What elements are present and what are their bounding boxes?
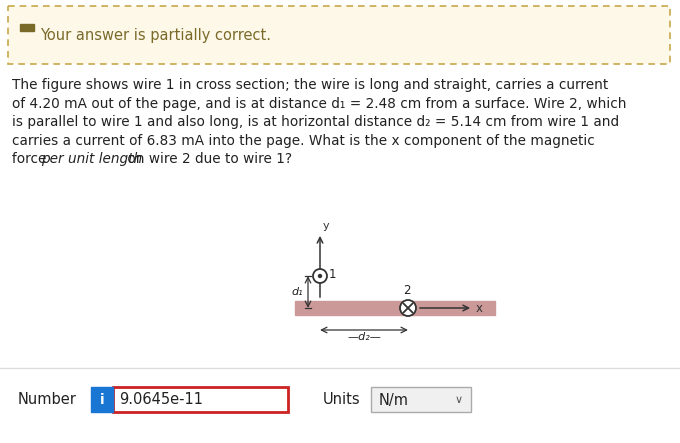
Text: carries a current of 6.83 mA into the page. What is the x component of the magne: carries a current of 6.83 mA into the pa… (12, 133, 595, 148)
Bar (20, 24, 34, 31)
Bar (113, 387, 288, 412)
Circle shape (400, 300, 416, 316)
Text: of 4.20 mA out of the page, and is at distance d₁ = 2.48 cm from a surface. Wire: of 4.20 mA out of the page, and is at di… (12, 97, 626, 110)
Text: y: y (323, 221, 330, 231)
Text: 9.0645e-11: 9.0645e-11 (119, 392, 203, 408)
Text: is parallel to wire 1 and also long, is at horizontal distance d₂ = 5.14 cm from: is parallel to wire 1 and also long, is … (12, 115, 619, 129)
Text: The figure shows wire 1 in cross section; the wire is long and straight, carries: The figure shows wire 1 in cross section… (12, 78, 608, 92)
Text: x: x (476, 302, 483, 315)
Text: N/m: N/m (379, 392, 409, 408)
Text: —d₂—: —d₂— (347, 332, 381, 342)
Text: ∨: ∨ (455, 395, 463, 405)
Text: 1: 1 (329, 268, 337, 281)
Text: force: force (12, 152, 51, 166)
Text: 2: 2 (403, 284, 411, 297)
Text: d₁: d₁ (291, 287, 303, 297)
FancyBboxPatch shape (8, 6, 670, 64)
Circle shape (313, 269, 327, 283)
Text: Units: Units (323, 392, 360, 408)
Bar (295, 301, 495, 315)
Text: on wire 2 due to wire 1?: on wire 2 due to wire 1? (123, 152, 292, 166)
Bar (91, 387, 113, 412)
Text: Your answer is partially correct.: Your answer is partially correct. (40, 27, 271, 43)
Circle shape (318, 274, 322, 278)
Text: per unit length: per unit length (41, 152, 142, 166)
Text: i: i (100, 393, 104, 407)
Text: Number: Number (18, 392, 77, 408)
Bar (371, 387, 471, 412)
